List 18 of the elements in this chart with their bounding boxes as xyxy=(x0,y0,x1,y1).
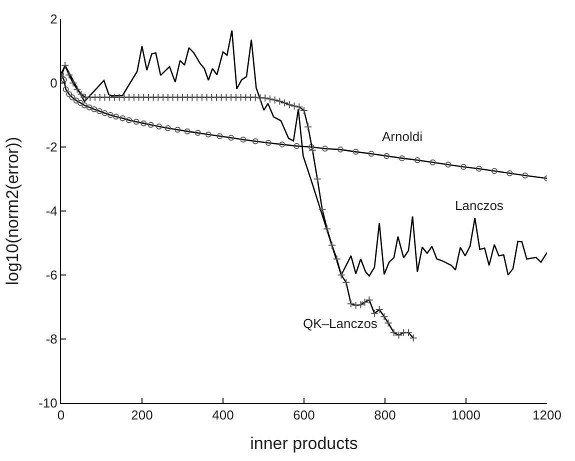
x-tick-label: 800 xyxy=(374,408,396,423)
x-tick-label: 1000 xyxy=(452,408,480,423)
x-tick-label: 400 xyxy=(212,408,234,423)
y-tick-label: -6 xyxy=(46,268,58,283)
x-tick-label: 200 xyxy=(131,408,153,423)
y-tick-label: -4 xyxy=(46,204,58,219)
y-tick-label: 2 xyxy=(50,12,58,27)
series-label: Lanczos xyxy=(455,198,504,213)
y-tick-label: 0 xyxy=(50,76,58,91)
series-label: QK–Lanczos xyxy=(303,316,378,331)
x-axis-title: inner products xyxy=(250,434,358,453)
y-tick-label: -2 xyxy=(46,140,58,155)
y-tick-label: -8 xyxy=(46,332,58,347)
series-label: Arnoldi xyxy=(382,129,423,144)
y-tick-label: -10 xyxy=(38,396,58,411)
y-axis-title: log10(norm2(error)) xyxy=(3,136,22,286)
x-tick-label: 1200 xyxy=(532,408,562,423)
x-tick-label: 600 xyxy=(293,408,315,423)
